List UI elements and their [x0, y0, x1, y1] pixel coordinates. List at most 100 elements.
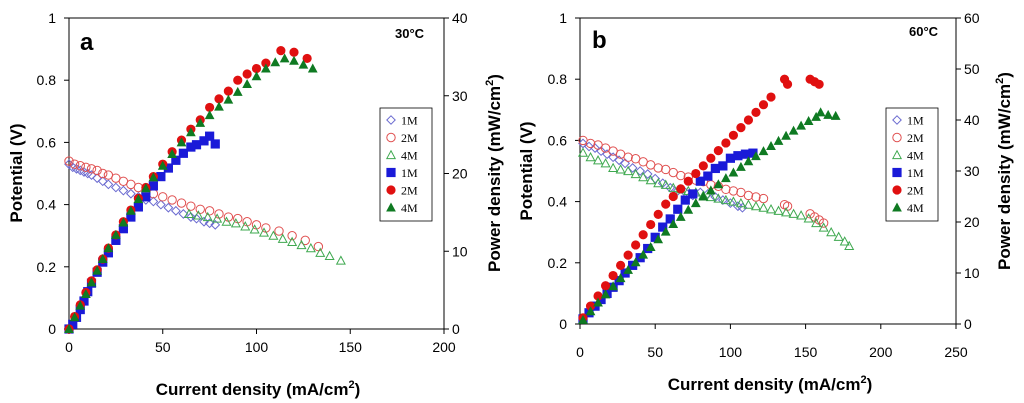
data-point-square-filled	[658, 222, 668, 232]
data-point-circle-filled	[814, 79, 824, 89]
data-point-circle-open	[98, 168, 108, 179]
data-point-circle-filled	[223, 86, 233, 96]
data-point-triangle-filled	[743, 156, 754, 166]
data-point-triangle-filled	[133, 194, 144, 204]
legend-marker	[386, 185, 396, 195]
data-point-circle-open	[92, 165, 102, 176]
data-point-triangle-filled	[270, 57, 281, 67]
legend-marker	[892, 202, 902, 212]
data-point-circle-filled	[728, 130, 739, 140]
y2-tick-label: 60	[964, 10, 980, 26]
data-point-triangle-open	[630, 168, 641, 179]
data-point-triangle-filled	[660, 226, 671, 236]
legend-label: 1M	[907, 166, 924, 180]
panel-b-chart: 0 50 100 150 200 25000.20.40.60.8101020304050…	[517, 10, 1014, 394]
data-point-circle-open	[676, 170, 686, 181]
y2-tick-label: 0	[964, 316, 972, 332]
data-point-diamond-open	[170, 205, 181, 216]
panel-b-xlabel: Current density (mA/cm2)	[668, 374, 873, 394]
data-point-triangle-filled	[803, 115, 814, 125]
panel-a-xlabel: Current density (mA/cm2)	[156, 379, 361, 399]
x-tick-label: 250	[944, 344, 968, 360]
data-point-diamond-open	[92, 173, 103, 184]
data-point-triangle-filled	[600, 289, 611, 299]
y-tick-label: 1	[48, 10, 56, 26]
data-point-triangle-filled	[683, 204, 694, 214]
data-point-circle-open	[158, 192, 168, 202]
data-point-triangle-filled	[585, 306, 596, 316]
data-point-triangle-filled	[242, 79, 252, 89]
legend-label: 1M	[401, 114, 418, 128]
y-tick-label: 0.4	[548, 194, 568, 210]
panel-a-xlabel-end: )	[355, 380, 361, 399]
panel-a-y2label-main: Power density (mW/cm	[485, 86, 504, 272]
panel-a-temperature: 30°C	[395, 26, 425, 41]
panel-b-y2label-end: )	[995, 72, 1014, 78]
data-point-circle-open	[176, 198, 187, 208]
data-point-triangle-filled	[251, 71, 262, 81]
data-point-triangle-open	[811, 217, 822, 228]
data-point-circle-filled	[289, 47, 299, 57]
data-point-triangle-filled	[261, 63, 271, 73]
data-point-triangle-open	[750, 200, 762, 211]
data-point-circle-filled	[608, 270, 618, 281]
data-point-triangle-open	[324, 250, 335, 260]
panel-b-xlabel-sup: 2	[860, 374, 866, 386]
panel-b-letter: b	[592, 27, 607, 54]
data-point-triangle-filled	[86, 277, 97, 287]
data-point-triangle-filled	[167, 149, 177, 159]
data-point-triangle-filled	[645, 241, 656, 251]
data-point-circle-filled	[758, 100, 769, 110]
legend-label: 4M	[907, 149, 924, 163]
y-tick-label: 0	[48, 321, 56, 337]
data-point-circle-filled	[653, 209, 663, 219]
data-point-circle-open	[758, 193, 769, 204]
data-point-circle-open	[728, 186, 739, 196]
panel-b-y2label: Power density (mW/cm2)	[994, 72, 1014, 270]
data-point-circle-filled	[766, 92, 776, 102]
data-point-triangle-open	[735, 197, 746, 208]
data-point-circle-open	[204, 206, 215, 216]
data-point-triangle-filled	[675, 211, 686, 221]
data-point-triangle-open	[743, 199, 754, 209]
data-point-triangle-filled	[148, 172, 159, 182]
data-point-circle-filled	[242, 69, 252, 79]
legend-marker	[892, 115, 902, 125]
panel-b-xlabel-main: Current density (mA/cm	[668, 375, 861, 394]
data-point-triangle-filled	[615, 273, 626, 283]
data-point-square-filled	[718, 161, 728, 171]
data-point-triangle-open	[713, 193, 724, 203]
data-point-triangle-open	[803, 213, 814, 223]
data-point-triangle-filled	[141, 183, 151, 193]
data-point-diamond-open	[155, 199, 166, 210]
data-point-triangle-open	[720, 194, 731, 205]
data-point-diamond-open	[118, 185, 129, 196]
data-point-triangle-open	[765, 203, 777, 214]
y2-tick-label: 30	[452, 88, 468, 104]
y2-tick-label: 20	[452, 166, 468, 182]
data-point-triangle-open	[653, 177, 664, 188]
data-point-triangle-open	[296, 239, 307, 250]
data-point-triangle-open	[844, 240, 855, 251]
data-point-triangle-open	[608, 162, 619, 173]
data-point-circle-filled	[233, 75, 243, 85]
data-point-triangle-filled	[766, 140, 776, 150]
data-point-triangle-filled	[307, 63, 318, 73]
data-point-triangle-open	[193, 210, 204, 220]
data-point-circle-filled	[600, 281, 611, 291]
data-point-triangle-filled	[630, 257, 641, 267]
data-point-triangle-open	[788, 208, 799, 218]
data-point-triangle-open	[258, 227, 270, 237]
y2-tick-label: 40	[452, 10, 468, 26]
data-point-triangle-filled	[736, 161, 746, 171]
y-tick-label: 0.2	[37, 259, 57, 275]
data-point-triangle-open	[600, 158, 611, 168]
legend-label: 2M	[401, 131, 418, 145]
data-point-circle-filled	[668, 191, 678, 202]
data-point-diamond-open	[717, 195, 728, 205]
data-point-diamond-open	[125, 188, 136, 199]
legend-marker	[892, 132, 902, 143]
panel-b-temperature: 60°C	[909, 24, 939, 39]
